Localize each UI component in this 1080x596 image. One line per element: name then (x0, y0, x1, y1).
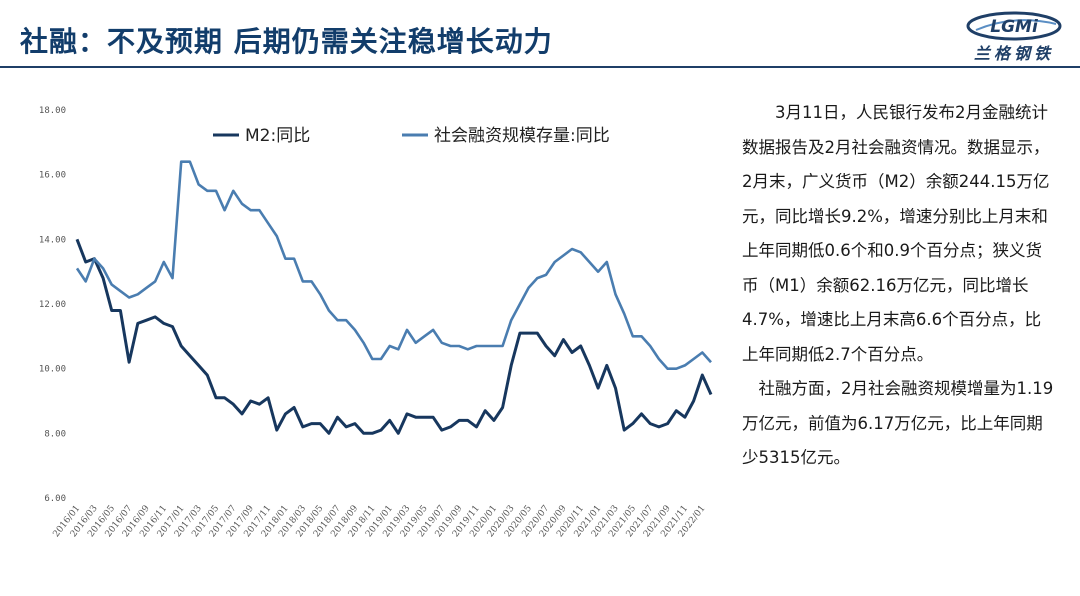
series-line-tsf (75, 160, 712, 371)
logo-text: 兰格钢铁 (973, 44, 1054, 63)
logo-swoosh (975, 19, 1057, 31)
series-line-m2 (75, 238, 713, 435)
article-paragraph-1: 3月11日，人民银行发布2月金融统计数据报告及2月社会融资情况。数据显示，2月末… (742, 103, 1050, 364)
y-tick-label: 8.00 (44, 429, 66, 439)
y-tick-label: 14.00 (39, 235, 66, 245)
logo-letters: LGMi (990, 17, 1039, 37)
chart-legend: M2:同比 社会融资规模存量:同比 (213, 126, 610, 146)
logo-ellipse (966, 11, 1062, 41)
page-title: 社融：不及预期 后期仍需关注稳增长动力 (20, 25, 553, 58)
x-axis-ticks: 2016/012016/032016/052016/072016/092016/… (51, 503, 707, 539)
y-tick-label: 18.00 (39, 106, 66, 116)
legend-label: 社会融资规模存量:同比 (434, 126, 610, 146)
y-tick-label: 12.00 (39, 300, 66, 310)
company-logo: LGMi (966, 11, 1062, 41)
y-tick-label: 10.00 (39, 365, 66, 375)
legend-label: M2:同比 (245, 126, 310, 146)
article-text: 3月11日，人民银行发布2月金融统计数据报告及2月社会融资情况。数据显示，2月末… (742, 96, 1054, 476)
chart-series (75, 160, 713, 435)
y-tick-label: 6.00 (44, 494, 66, 504)
article-paragraph-2: 社融方面，2月社会融资规模增量为1.19万亿元，前值为6.17万亿元，比上年同期… (742, 379, 1054, 467)
line-chart: 6.00 8.00 10.00 12.00 14.00 16.00 18.00 2016/0… (39, 106, 713, 539)
y-axis-ticks: 6.00 8.00 10.00 12.00 14.00 16.00 18.00 (39, 106, 66, 504)
y-tick-label: 16.00 (39, 171, 66, 181)
header-divider (0, 66, 1080, 68)
